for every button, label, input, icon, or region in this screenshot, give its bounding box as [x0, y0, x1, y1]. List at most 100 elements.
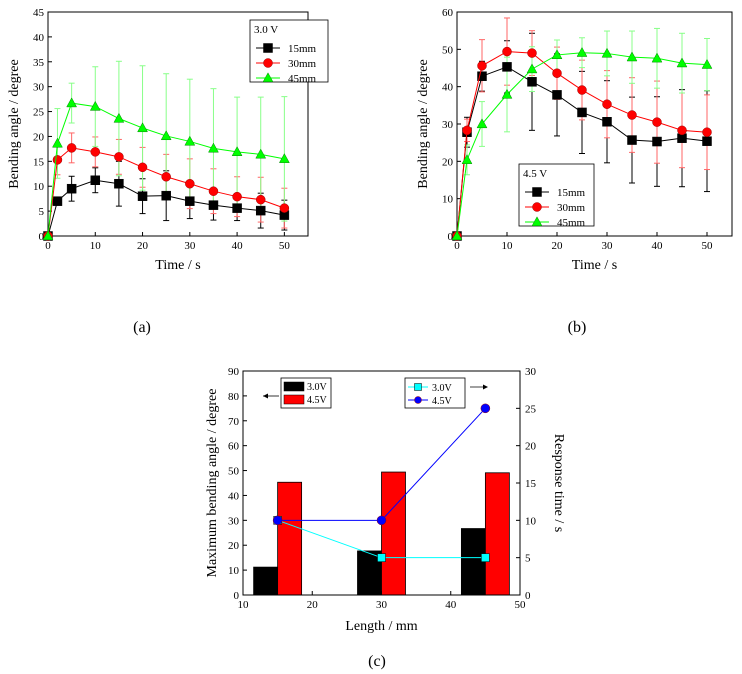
chart-a-xlabel: Time / s	[155, 258, 200, 273]
chart-c-legend-label: 3.0V	[432, 383, 453, 394]
chart-a-point	[114, 178, 124, 189]
chart-b-legend-label: 30mm	[557, 202, 586, 214]
chart-a-point	[90, 147, 101, 157]
chart-c-point	[377, 553, 386, 562]
chart-c-ytick-label: 50	[228, 466, 240, 478]
chart-a-ytick-label: 20	[33, 131, 45, 143]
chart-b-xtick-label: 20	[552, 240, 564, 252]
chart-c-y2label: Response time / s	[551, 434, 566, 532]
chart-b-point	[502, 62, 512, 72]
chart-a-point	[52, 155, 63, 165]
chart-b-point	[601, 47, 613, 58]
chart-b-xtick-label: 50	[702, 240, 714, 252]
panel-label-b: (b)	[568, 319, 587, 336]
chart-c-xtick-label: 40	[445, 599, 457, 611]
chart-c-xtick-label: 30	[376, 599, 388, 611]
chart-c-ytick-label: 0	[234, 590, 240, 602]
chart-b-point	[502, 46, 512, 57]
chart-b-xtick-label: 10	[502, 240, 514, 252]
chart-a-legend-label: 45mm	[288, 73, 317, 85]
chart-b-point	[552, 90, 562, 100]
chart-a-legend-marker	[262, 72, 274, 83]
chart-c-legend-bars: 3.0V 4.5V	[263, 377, 332, 409]
chart-c-bar	[484, 472, 510, 596]
chart-a-legend-title: 3.0 V	[254, 24, 278, 36]
chart-b-point	[577, 85, 587, 95]
chart-b-ytick-label: 60	[442, 7, 454, 19]
chart-c-ytick-label: 70	[228, 416, 240, 428]
chart-b-xtick-label: 40	[652, 240, 664, 252]
chart-b-point	[602, 99, 612, 109]
chart-c-y2tick-label: 30	[525, 366, 537, 378]
chart-b-point	[462, 125, 472, 136]
chart-a-xtick-label: 50	[279, 240, 291, 252]
chart-c-legend-marker	[414, 383, 422, 391]
chart-a-point	[161, 172, 171, 182]
panel-label-c: (c)	[368, 653, 386, 670]
chart-a-point	[137, 122, 148, 133]
chart-a-point	[232, 191, 242, 202]
chart-c-legend-swatch	[283, 394, 305, 405]
chart-b-point	[477, 61, 487, 71]
chart-c-xtick-label: 50	[515, 599, 527, 611]
chart-a-legend-label: 30mm	[288, 58, 317, 70]
chart-a-point	[255, 148, 267, 159]
chart-b-point	[627, 110, 637, 120]
chart-b-xtick-label: 0	[454, 240, 460, 252]
chart-a-point	[42, 230, 54, 241]
chart-b-ylabel: Bending angle / degree	[416, 59, 431, 188]
chart-c-y2tick-label: 15	[525, 478, 537, 490]
chart-a-point	[278, 153, 290, 163]
chart-a-ytick-label: 0	[39, 231, 45, 243]
chart-a-point	[89, 100, 101, 111]
chart-a-ytick-label: 35	[33, 57, 45, 69]
chart-a-point	[160, 130, 172, 141]
chart-b-ytick-label: 30	[442, 119, 454, 131]
chart-c-ytick-label: 60	[228, 441, 240, 453]
chart-b-ytick-label: 50	[442, 44, 454, 56]
chart-c-legend-arrowhead	[263, 393, 268, 399]
chart-b-point	[676, 57, 688, 68]
chart-b-legend-label: 45mm	[557, 217, 586, 229]
chart-a-point	[255, 205, 266, 216]
chart-b-legend-marker	[532, 187, 542, 197]
chart-a-point	[66, 143, 77, 153]
chart-a-legend-label: 15mm	[288, 43, 317, 55]
chart-b-point	[627, 135, 637, 145]
chart-c-legend-marker	[414, 396, 422, 404]
chart-a-xtick-label: 10	[90, 240, 102, 252]
chart-a-point	[231, 146, 243, 156]
chart-a-point	[208, 200, 219, 210]
chart-b-point	[677, 125, 687, 136]
chart-a-legend-box	[249, 19, 329, 83]
chart-a-point	[279, 203, 290, 213]
chart-a-point	[208, 186, 219, 196]
chart-c-xtick-label: 20	[307, 599, 319, 611]
chart-b-point	[527, 77, 537, 87]
chart-c-ylabel: Maximum bending angle / degree	[205, 389, 220, 578]
chart-b-point	[652, 117, 662, 127]
chart-b-point	[702, 127, 712, 137]
chart-a-point	[185, 196, 195, 206]
chart-b-point	[702, 136, 712, 146]
chart-a-legend-marker	[263, 58, 273, 68]
chart-b-legend-marker	[532, 202, 542, 212]
chart-a-xtick-label: 30	[184, 240, 196, 252]
chart-b-point	[526, 63, 538, 74]
chart-c: 10 20 30 40 50010203040506070809005101520253…	[205, 366, 566, 634]
chart-c-legend-box	[404, 377, 466, 409]
chart-b-point	[552, 68, 562, 78]
chart-b-point	[501, 88, 513, 99]
chart-b-point	[652, 136, 662, 147]
chart-a-legend: 3.0 V 15mm 30mm 45mm	[249, 19, 329, 85]
chart-a-point	[90, 175, 101, 185]
chart-a-ytick-label: 45	[33, 7, 45, 19]
chart-b-legend-title: 4.5 V	[523, 168, 547, 180]
chart-b-ytick-label: 0	[448, 231, 454, 243]
chart-a-point	[208, 142, 219, 153]
chart-a-frame	[47, 11, 309, 237]
chart-b-series-line	[456, 52, 708, 237]
chart-c-legend-label: 4.5V	[307, 395, 328, 406]
chart-a-point	[52, 137, 63, 148]
chart-c-ytick-label: 80	[228, 391, 240, 403]
